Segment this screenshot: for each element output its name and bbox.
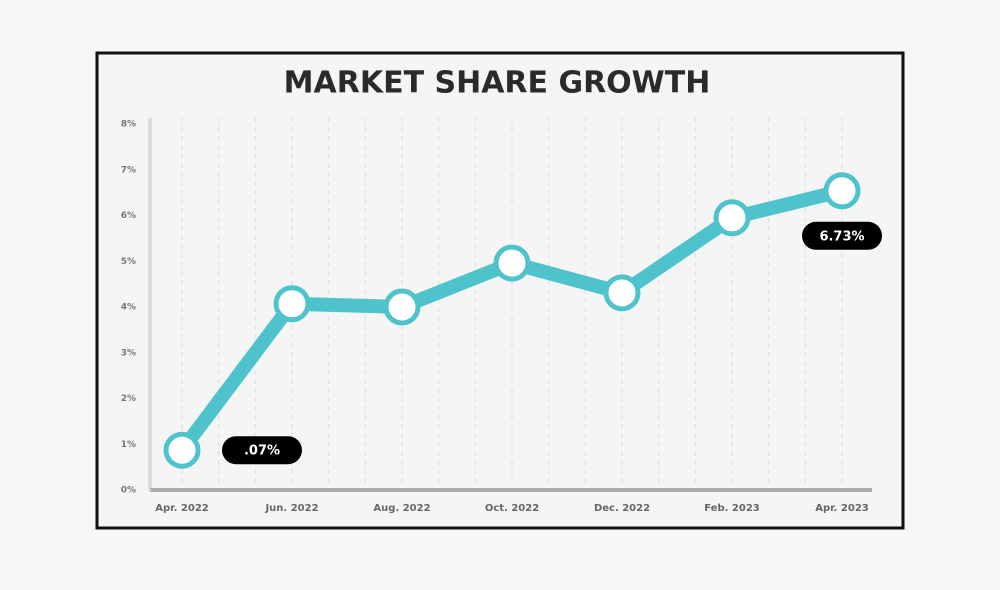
y-tick-label: 6% bbox=[121, 211, 136, 221]
chart-title: MARKET SHARE GROWTH bbox=[284, 66, 711, 101]
annotation-pill bbox=[802, 221, 882, 250]
x-tick-label: Jun. 2022 bbox=[264, 503, 318, 514]
y-tick-label: 4% bbox=[121, 303, 136, 313]
x-tick-label: Apr. 2022 bbox=[155, 503, 209, 514]
y-tick-label: 1% bbox=[121, 440, 136, 450]
y-tick-label: 5% bbox=[121, 257, 136, 267]
y-tick-label: 7% bbox=[121, 165, 136, 175]
x-tick-label: Dec. 2022 bbox=[594, 503, 650, 514]
point bbox=[383, 288, 421, 326]
y-tick-label: 2% bbox=[121, 394, 136, 404]
point bbox=[163, 431, 201, 469]
point bbox=[713, 199, 751, 237]
point bbox=[493, 244, 531, 282]
x-tick-label: Apr. 2023 bbox=[815, 503, 869, 514]
point bbox=[273, 285, 311, 323]
point bbox=[603, 274, 641, 312]
point bbox=[823, 172, 861, 210]
frame bbox=[95, 51, 905, 530]
annotation: 6.73% bbox=[819, 229, 864, 244]
annotation-pill bbox=[222, 436, 302, 465]
y-tick-label: 3% bbox=[121, 348, 136, 358]
x-tick-label: Aug. 2022 bbox=[373, 503, 430, 514]
y-tick-label: 8% bbox=[121, 120, 136, 130]
x-tick-label: Oct. 2022 bbox=[485, 503, 539, 514]
annotation: .07% bbox=[244, 444, 280, 459]
y-tick-label: 0% bbox=[121, 486, 136, 496]
x-tick-label: Feb. 2023 bbox=[704, 503, 760, 514]
